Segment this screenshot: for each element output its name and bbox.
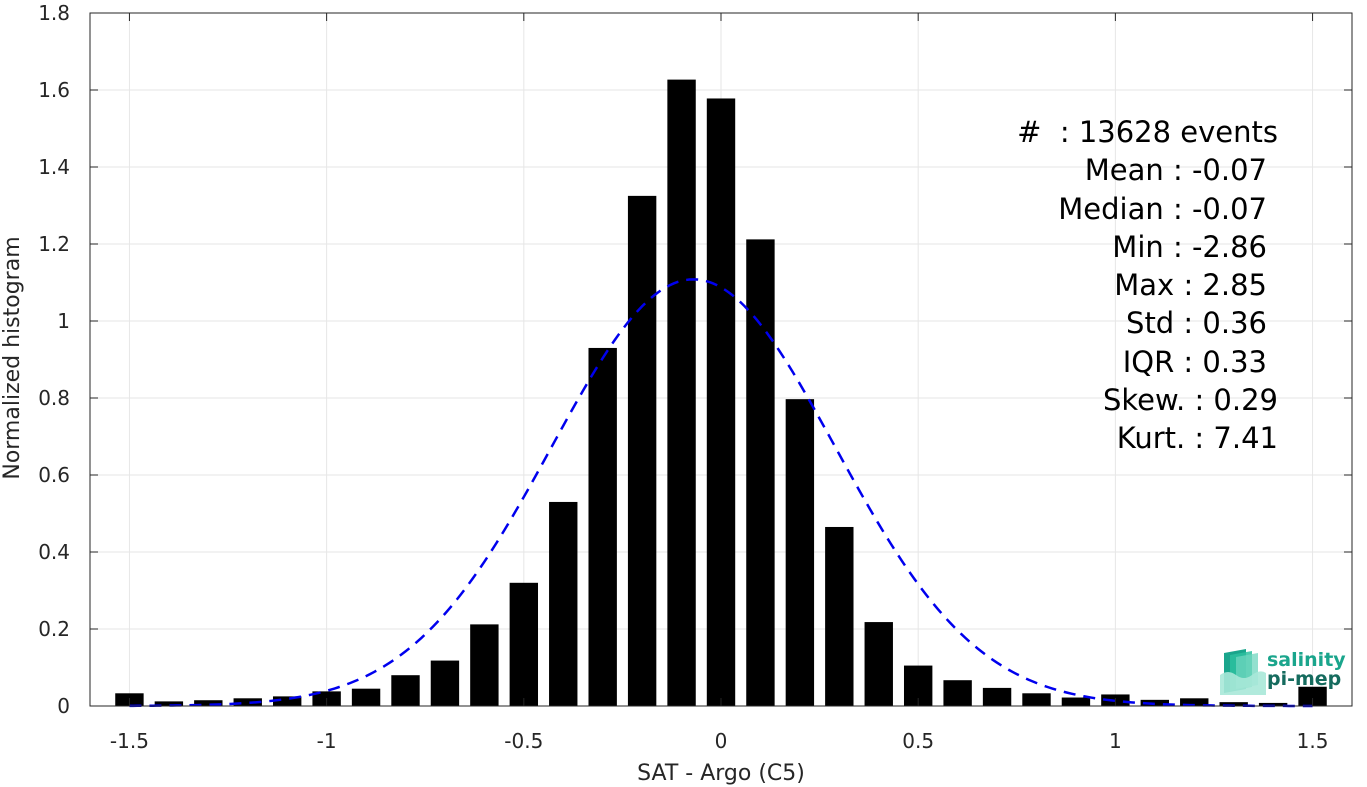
histogram-bar bbox=[706, 98, 736, 707]
y-axis-label: Normalized histogram bbox=[0, 236, 25, 479]
salinity-pi-mep-logo: salinity pi-mep bbox=[1216, 645, 1346, 695]
histogram-bar bbox=[194, 700, 223, 706]
histogram-bar bbox=[1022, 693, 1051, 706]
x-tick-label: -1.5 bbox=[110, 729, 149, 753]
stat-line: Std : 0.36 bbox=[1126, 306, 1267, 341]
histogram-bar bbox=[667, 79, 696, 707]
histogram-bar bbox=[233, 698, 262, 706]
histogram-bar bbox=[1258, 702, 1288, 706]
histogram-bar bbox=[982, 687, 1012, 706]
stat-line: IQR : 0.33 bbox=[1122, 344, 1267, 379]
histogram-bar bbox=[627, 195, 657, 706]
bars bbox=[115, 79, 1327, 707]
logo-text-pi-mep: pi-mep bbox=[1267, 668, 1342, 690]
histogram-bar bbox=[430, 660, 460, 706]
y-tick-label: 0.4 bbox=[38, 540, 70, 564]
y-tick-label: 0.8 bbox=[38, 386, 70, 410]
x-tick-label: 0.5 bbox=[902, 729, 934, 753]
histogram-bar bbox=[1219, 702, 1248, 706]
x-tick-label: 0 bbox=[715, 729, 728, 753]
histogram-bar bbox=[825, 526, 854, 706]
histogram-bar bbox=[1298, 686, 1327, 706]
y-tick-label: 0 bbox=[57, 694, 70, 718]
stat-line: Skew. : 0.29 bbox=[1102, 383, 1278, 418]
stat-line: Mean : -0.07 bbox=[1084, 153, 1267, 188]
stat-line: # : 13628 events bbox=[1017, 115, 1278, 149]
y-tick-label: 1.2 bbox=[38, 232, 70, 256]
y-tick-label: 1.4 bbox=[38, 155, 70, 179]
x-axis-label: SAT - Argo (C5) bbox=[637, 761, 805, 786]
histogram-bar bbox=[1180, 698, 1209, 706]
stat-line: Kurt. : 7.41 bbox=[1116, 421, 1278, 456]
x-tick-label: 1.5 bbox=[1297, 729, 1329, 753]
histogram-bar bbox=[272, 696, 302, 706]
logo-text-salinity: salinity bbox=[1267, 649, 1346, 671]
histogram-bar bbox=[864, 622, 893, 706]
histogram-bar bbox=[549, 501, 578, 706]
stat-line: Min : -2.86 bbox=[1112, 229, 1267, 264]
stat-line: Median : -0.07 bbox=[1058, 191, 1267, 226]
x-axis-ticks: -1.5 -1 -0.5 0 0.5 1 1.5 bbox=[110, 13, 1329, 753]
statistics-box: # : 13628 events Mean : -0.07 Median : -0.… bbox=[900, 113, 1278, 458]
histogram-bar bbox=[785, 399, 815, 706]
histogram-bar bbox=[391, 675, 420, 706]
y-tick-label: 0.2 bbox=[38, 617, 70, 641]
x-tick-label: -1 bbox=[317, 729, 337, 753]
histogram-bar bbox=[943, 680, 972, 706]
histogram-bar bbox=[588, 347, 617, 706]
histogram-bar bbox=[154, 701, 184, 706]
y-tick-label: 1.6 bbox=[38, 78, 70, 102]
y-axis-ticks: 0 0.2 0.4 0.6 0.8 1 1.2 1.4 1.6 1.8 bbox=[38, 1, 1352, 718]
y-tick-label: 1 bbox=[57, 309, 70, 333]
histogram-bar bbox=[470, 624, 499, 706]
x-tick-label: -0.5 bbox=[504, 729, 543, 753]
y-tick-label: 0.6 bbox=[38, 463, 70, 487]
y-tick-label: 1.8 bbox=[38, 1, 70, 25]
histogram-bar bbox=[746, 239, 775, 706]
histogram-bar bbox=[1061, 697, 1091, 706]
stat-line: Max : 2.85 bbox=[1114, 268, 1267, 303]
histogram-bar bbox=[351, 688, 381, 706]
wave-icon bbox=[1220, 649, 1266, 695]
x-tick-label: 1 bbox=[1109, 729, 1122, 753]
histogram-bar bbox=[509, 582, 539, 706]
